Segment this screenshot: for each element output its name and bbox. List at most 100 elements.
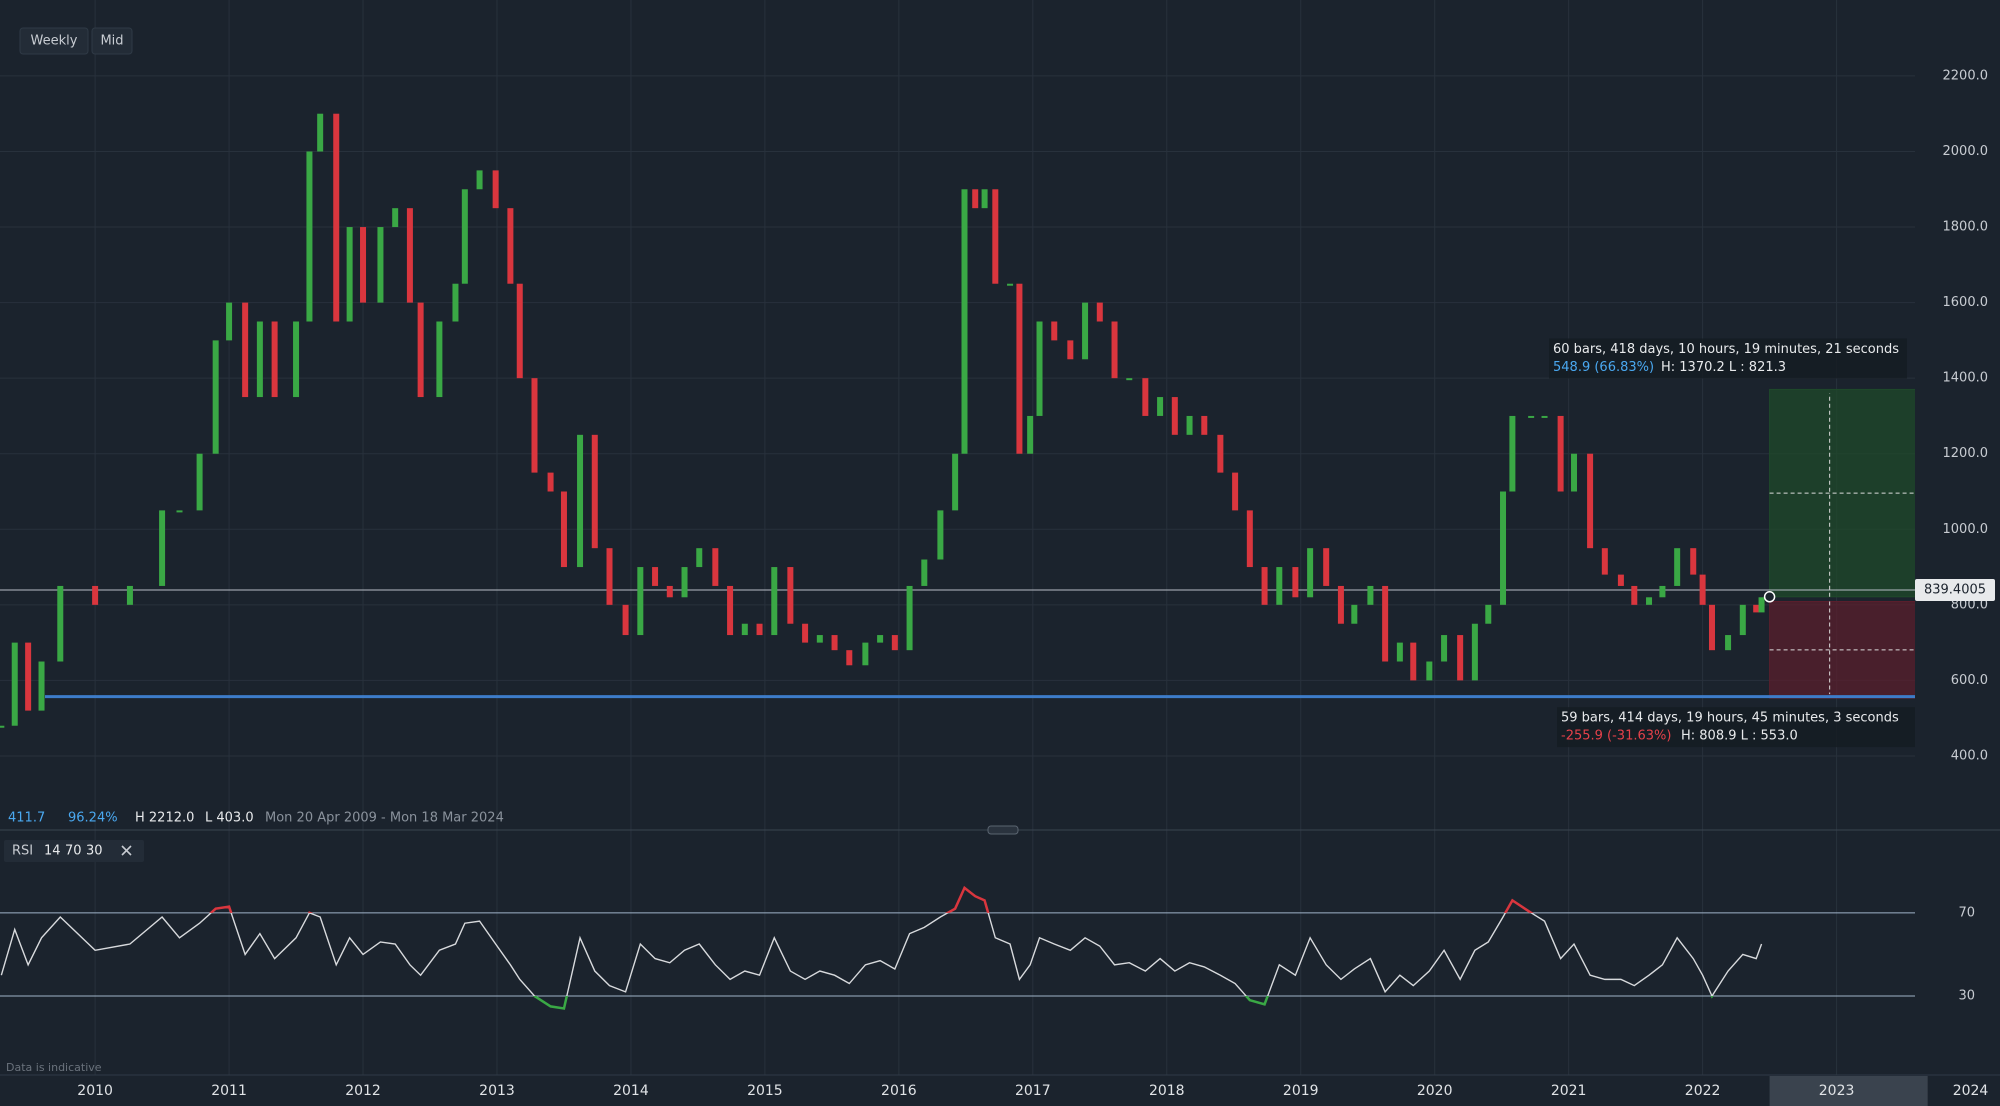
candle (417, 302, 424, 398)
current-price-box (1915, 578, 1995, 601)
measure-label-bg (1557, 707, 1915, 748)
measure-handle (1763, 591, 1776, 603)
candle (1426, 661, 1433, 681)
y-tick-label: 1600.0 (1943, 295, 1989, 310)
candle (360, 227, 367, 303)
rsi-close-icon[interactable] (121, 845, 132, 856)
measure-change: 548.9 (66.83%) (1553, 360, 1654, 375)
stats: 411.7 96.24% H 2212.0 L 403.0 Mon 20 Apr… (8, 811, 504, 826)
candle (1096, 302, 1103, 322)
candle (1051, 321, 1058, 341)
x-tick-label: 2022 (1685, 1083, 1721, 1099)
candle (516, 283, 523, 379)
candle (346, 227, 353, 322)
candle (877, 635, 884, 643)
candle (1541, 415, 1548, 418)
candle (159, 510, 166, 586)
candle (622, 604, 629, 636)
candle (961, 189, 968, 454)
candle (0, 725, 5, 728)
candle (712, 548, 719, 586)
x-tick-label: 2020 (1417, 1083, 1453, 1099)
candle (57, 585, 64, 662)
candle (1027, 415, 1034, 454)
measure-text: 59 bars, 414 days, 19 hours, 45 minutes,… (1561, 711, 1899, 726)
candle (377, 227, 384, 303)
candle (1067, 340, 1074, 360)
stat-high: H 2212.0 (135, 811, 194, 826)
candle (577, 434, 584, 568)
candle (1725, 635, 1732, 651)
pane-handle[interactable] (987, 825, 1019, 835)
candle (476, 170, 483, 190)
candle (1186, 415, 1193, 435)
candle (176, 510, 183, 513)
candle (11, 642, 18, 726)
x-tick-label: 2011 (211, 1083, 247, 1099)
y-tick-label: 400.0 (1951, 748, 1988, 763)
candle (1571, 453, 1578, 492)
candle (547, 472, 554, 492)
candle (1111, 321, 1118, 379)
candle (1142, 378, 1149, 416)
candle (1646, 597, 1653, 605)
footnote: Data is indicative (6, 1061, 102, 1074)
candle (1509, 415, 1516, 492)
x-tick-label: 2015 (747, 1083, 783, 1099)
candle (981, 189, 988, 209)
candle (1157, 397, 1164, 416)
interval-button[interactable] (19, 27, 89, 55)
candle (1690, 548, 1697, 575)
x-tick-label: 2019 (1283, 1083, 1319, 1099)
candle (1201, 415, 1208, 435)
candle (591, 434, 598, 549)
candle (1261, 567, 1268, 605)
current-price-label: 839.4005 (1924, 582, 1986, 597)
candle (1016, 283, 1023, 454)
y-tick-label: 800.0 (1951, 597, 1988, 612)
candle (891, 635, 898, 651)
candle (492, 170, 499, 209)
stat-low: L 403.0 (205, 811, 254, 826)
candle (606, 548, 613, 605)
candle (831, 635, 838, 651)
candle (906, 585, 913, 651)
candle (921, 559, 928, 586)
candle (1441, 635, 1448, 662)
price-type-button[interactable] (91, 27, 133, 55)
candle (226, 302, 233, 341)
candle (1126, 378, 1133, 381)
candle (937, 510, 944, 560)
candle (271, 321, 278, 398)
rsi-tick-label: 30 (1958, 989, 1975, 1004)
candle (333, 113, 340, 322)
candle (992, 189, 999, 284)
y-tick-label: 1000.0 (1943, 522, 1989, 537)
candle (1217, 434, 1224, 473)
candle (507, 208, 514, 284)
candle (846, 650, 853, 666)
rsi-header-bg (4, 840, 144, 862)
x-tick-label: 2014 (613, 1083, 649, 1099)
candle (38, 661, 45, 711)
candle (802, 623, 809, 643)
candle (1276, 567, 1283, 605)
price-type-label[interactable]: Mid (100, 34, 123, 49)
candle (436, 321, 443, 398)
candle (317, 113, 324, 152)
measure-range: H: 808.9 L : 553.0 (1681, 729, 1798, 744)
candle (1232, 472, 1239, 511)
candle (1323, 548, 1330, 586)
candle (696, 548, 703, 568)
candle (1082, 302, 1089, 360)
rsi-header: RSI 14 70 30 (4, 840, 144, 862)
interval-label[interactable]: Weekly (31, 34, 78, 49)
candle (952, 453, 959, 511)
candle (1396, 642, 1403, 662)
candle (652, 567, 659, 586)
measure-text: 60 bars, 418 days, 10 hours, 19 minutes,… (1553, 342, 1899, 357)
candle (816, 635, 823, 643)
candle (1739, 604, 1746, 636)
candle (1500, 491, 1507, 605)
